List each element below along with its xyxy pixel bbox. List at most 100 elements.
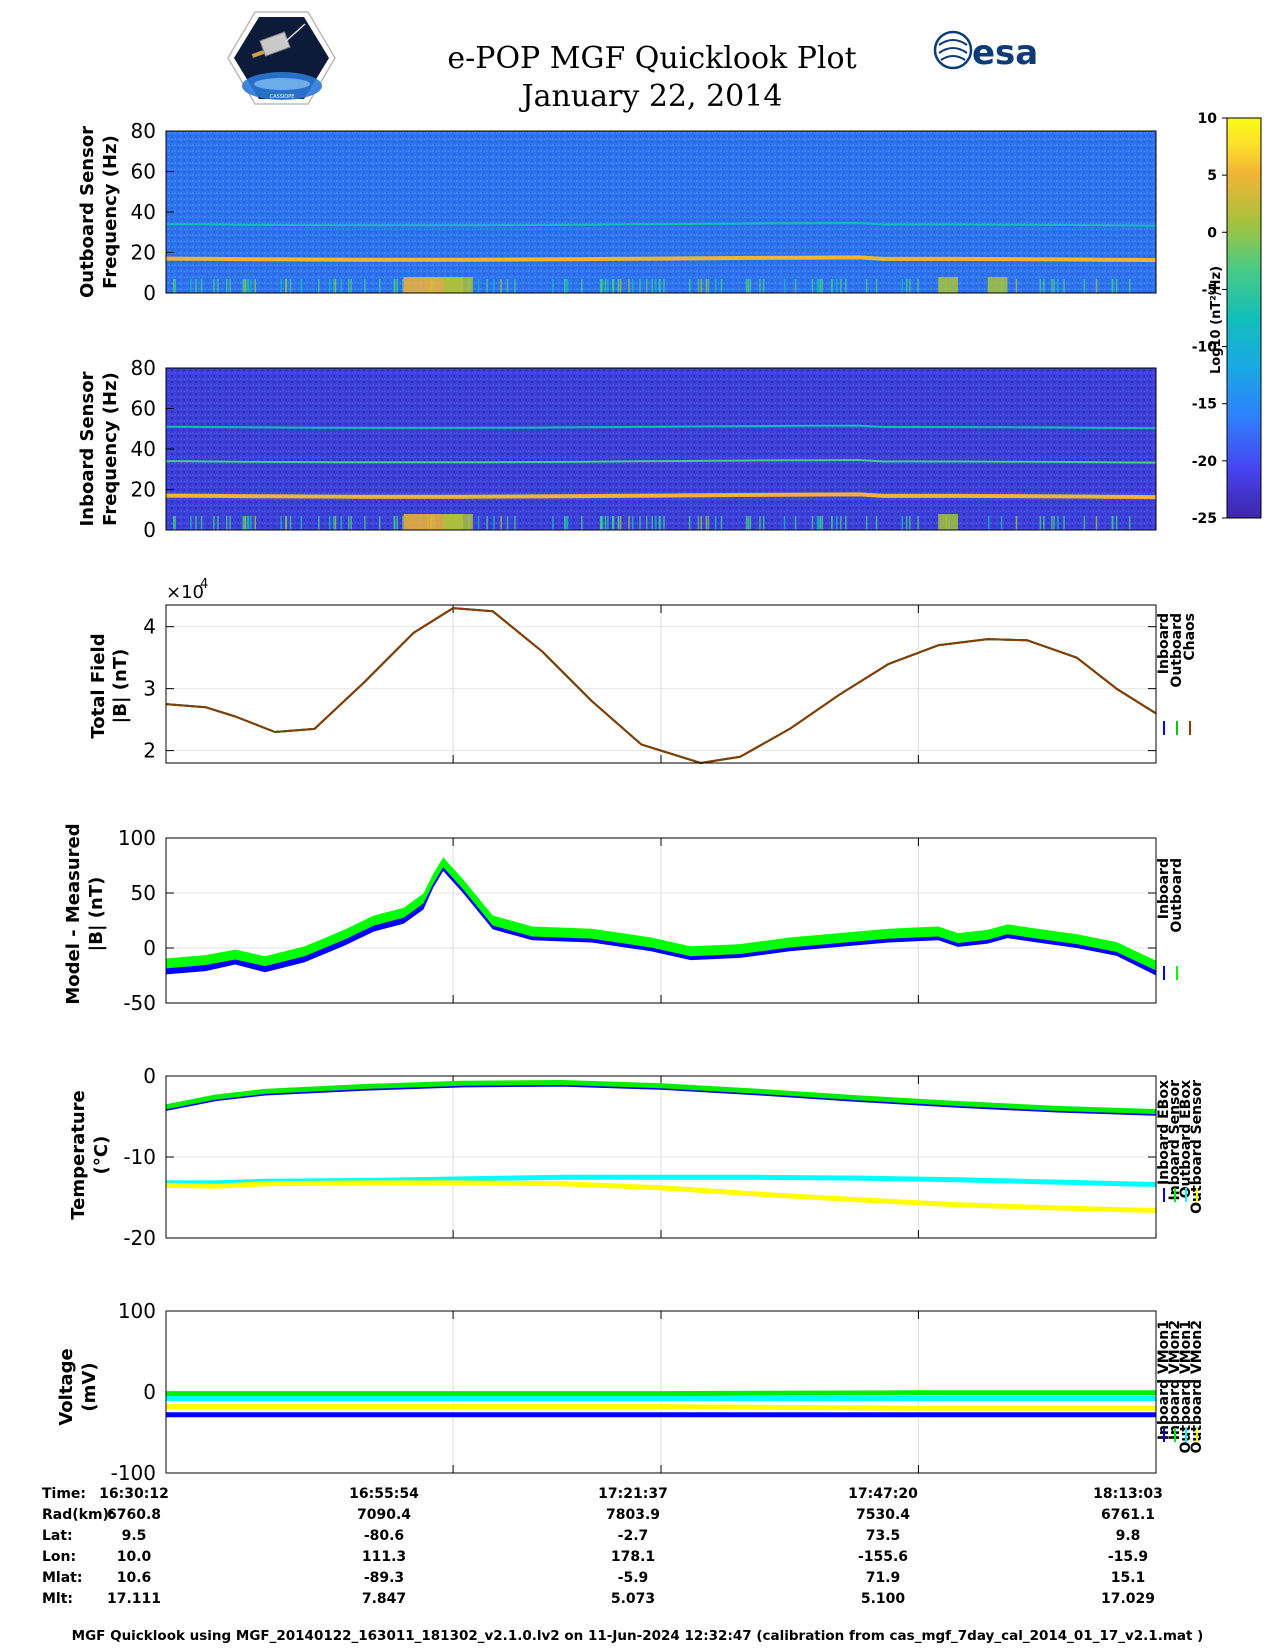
inboard-low-frequency-streak (705, 516, 708, 530)
colorbar: 10 5 0 -5 -10 -15 -20 -25 Log10 (nT²/Hz) (1192, 111, 1262, 527)
inboard-spectrogram-panel: 0 20 40 60 80 Inboard Sensor Frequency (Hz) (77, 356, 1157, 542)
outboard-ytick-label: 40 (131, 200, 156, 224)
diff-ytick-label: -50 (123, 991, 156, 1015)
outboard-low-frequency-streak (705, 279, 708, 293)
inboard-low-frequency-streak (379, 516, 381, 530)
ephemeris-value: 18:13:03 (1093, 1486, 1163, 1502)
inboard-low-frequency-streak (229, 516, 231, 530)
page-title: e-POP MGF Quicklook Plot (447, 41, 856, 76)
outboard-low-frequency-streak (762, 279, 765, 293)
voltage-ytick-label: -100 (111, 1461, 156, 1485)
inboard-low-frequency-streak (639, 516, 641, 530)
outboard-low-frequency-streak (607, 279, 609, 293)
inboard-low-frequency-streak (566, 516, 569, 530)
inboard-low-frequency-streak (875, 516, 878, 530)
inboard-low-frequency-streak (402, 516, 404, 530)
outboard-low-frequency-streak (794, 279, 797, 293)
outboard-low-frequency-streak (1083, 279, 1086, 293)
outboard-low-frequency-streak (700, 279, 703, 293)
inboard-low-frequency-streak (217, 516, 219, 530)
inboard-spectral-line (165, 492, 1157, 500)
inboard-low-frequency-streak (1000, 516, 1003, 530)
inboard-low-frequency-streak (248, 516, 250, 530)
outboard-low-frequency-streak (334, 279, 337, 293)
colorbar-gradient (1226, 117, 1262, 519)
total-field-legend-label: Outboard (1169, 613, 1185, 688)
page-date: January 22, 2014 (519, 79, 783, 114)
cassiope-logo: CASSIOPE (227, 11, 336, 105)
diff-ytick-label: 50 (131, 881, 156, 905)
ephemeris-value: 17.029 (1100, 1591, 1156, 1607)
ephemeris-value: 5.073 (610, 1591, 656, 1607)
voltage-frame (165, 1310, 1157, 1474)
ephemeris-value: 7.847 (361, 1591, 407, 1607)
outboard-low-frequency-streak (565, 279, 567, 293)
outboard-spectral-line (165, 221, 1157, 227)
total-field-exponent-power: 4 (200, 577, 208, 592)
inboard-spectral-line (165, 424, 1157, 430)
ephemeris-row-label: Lat: (42, 1528, 73, 1544)
diff-legend-label: Outboard (1169, 858, 1185, 933)
inboard-low-frequency-streak (350, 516, 352, 530)
inboard-low-frequency-streak (697, 516, 700, 530)
inboard-low-frequency-streak (394, 516, 396, 530)
total-field-ytick-label: 2 (143, 739, 156, 763)
temperature-series-outboard-ebox (166, 1174, 1157, 1187)
outboard-low-frequency-streak (486, 279, 488, 293)
inboard-low-frequency-streak (1063, 516, 1065, 530)
outboard-ytick-label: 60 (131, 160, 156, 184)
ephemeris-value: 9.5 (121, 1528, 147, 1544)
ephemeris-value: 7090.4 (356, 1507, 412, 1523)
outboard-low-frequency-streak (396, 279, 398, 293)
outboard-burst (987, 277, 1008, 293)
inboard-low-frequency-streak (631, 516, 634, 530)
outboard-low-frequency-streak (819, 279, 822, 293)
voltage-ylabel-line2: (mV) (79, 1362, 100, 1411)
diff-series-outboard (166, 857, 1156, 971)
outboard-ylabel-line2: Frequency (Hz) (100, 135, 121, 289)
outboard-low-frequency-streak (917, 279, 919, 293)
ephemeris-value: 73.5 (865, 1528, 901, 1544)
total-field-series-group (165, 607, 1157, 764)
inboard-low-frequency-streak (794, 516, 797, 530)
inboard-low-frequency-streak (565, 516, 567, 530)
inboard-low-frequency-streak (845, 516, 847, 530)
total-field-exponent: ×10 (166, 582, 204, 603)
outboard-low-frequency-streak (1095, 279, 1098, 293)
temperature-series-group (165, 1080, 1157, 1213)
ephemeris-value: -5.9 (617, 1570, 649, 1586)
ephemeris-value: 16:55:54 (349, 1486, 419, 1502)
ephemeris-value: 9.8 (1115, 1528, 1141, 1544)
model-minus-measured-panel: Model - Measured |B| (nT) -50 0 50 100 Inboa… (63, 823, 1185, 1015)
inboard-low-frequency-streak (493, 516, 495, 530)
ephemeris-value: 17:47:20 (848, 1486, 918, 1502)
outboard-low-frequency-streak (364, 279, 366, 293)
inboard-low-frequency-streak (340, 516, 342, 530)
inboard-low-frequency-streak (745, 516, 748, 530)
outboard-low-frequency-streak (840, 279, 842, 293)
inboard-low-frequency-streak (607, 516, 609, 530)
inboard-low-frequency-streak (242, 516, 244, 530)
inboard-low-frequency-streak (866, 516, 868, 530)
outboard-low-frequency-streak (836, 279, 838, 293)
outboard-low-frequency-streak (564, 279, 566, 293)
outboard-low-frequency-streak (658, 279, 661, 293)
outboard-low-frequency-streak (254, 279, 257, 293)
outboard-low-frequency-streak (697, 279, 700, 293)
inboard-low-frequency-streak (254, 516, 257, 530)
inboard-low-frequency-streak (243, 516, 246, 530)
outboard-low-frequency-streak (195, 279, 197, 293)
outboard-spectrogram-background (166, 131, 1156, 293)
outboard-low-frequency-streak (816, 279, 819, 293)
outboard-low-frequency-streak (328, 279, 331, 293)
inboard-low-frequency-streak (1115, 516, 1118, 530)
inboard-spectral-line (165, 458, 1157, 464)
inboard-low-frequency-streak (700, 516, 703, 530)
outboard-low-frequency-streak (340, 279, 342, 293)
inboard-low-frequency-streak (190, 516, 192, 530)
inboard-low-frequency-streak (364, 516, 366, 530)
outboard-low-frequency-streak (552, 279, 554, 293)
inboard-low-frequency-streak (658, 516, 661, 530)
diff-ylabel-line1: Model - Measured (63, 823, 84, 1004)
outboard-ytick-label: 0 (143, 281, 156, 305)
